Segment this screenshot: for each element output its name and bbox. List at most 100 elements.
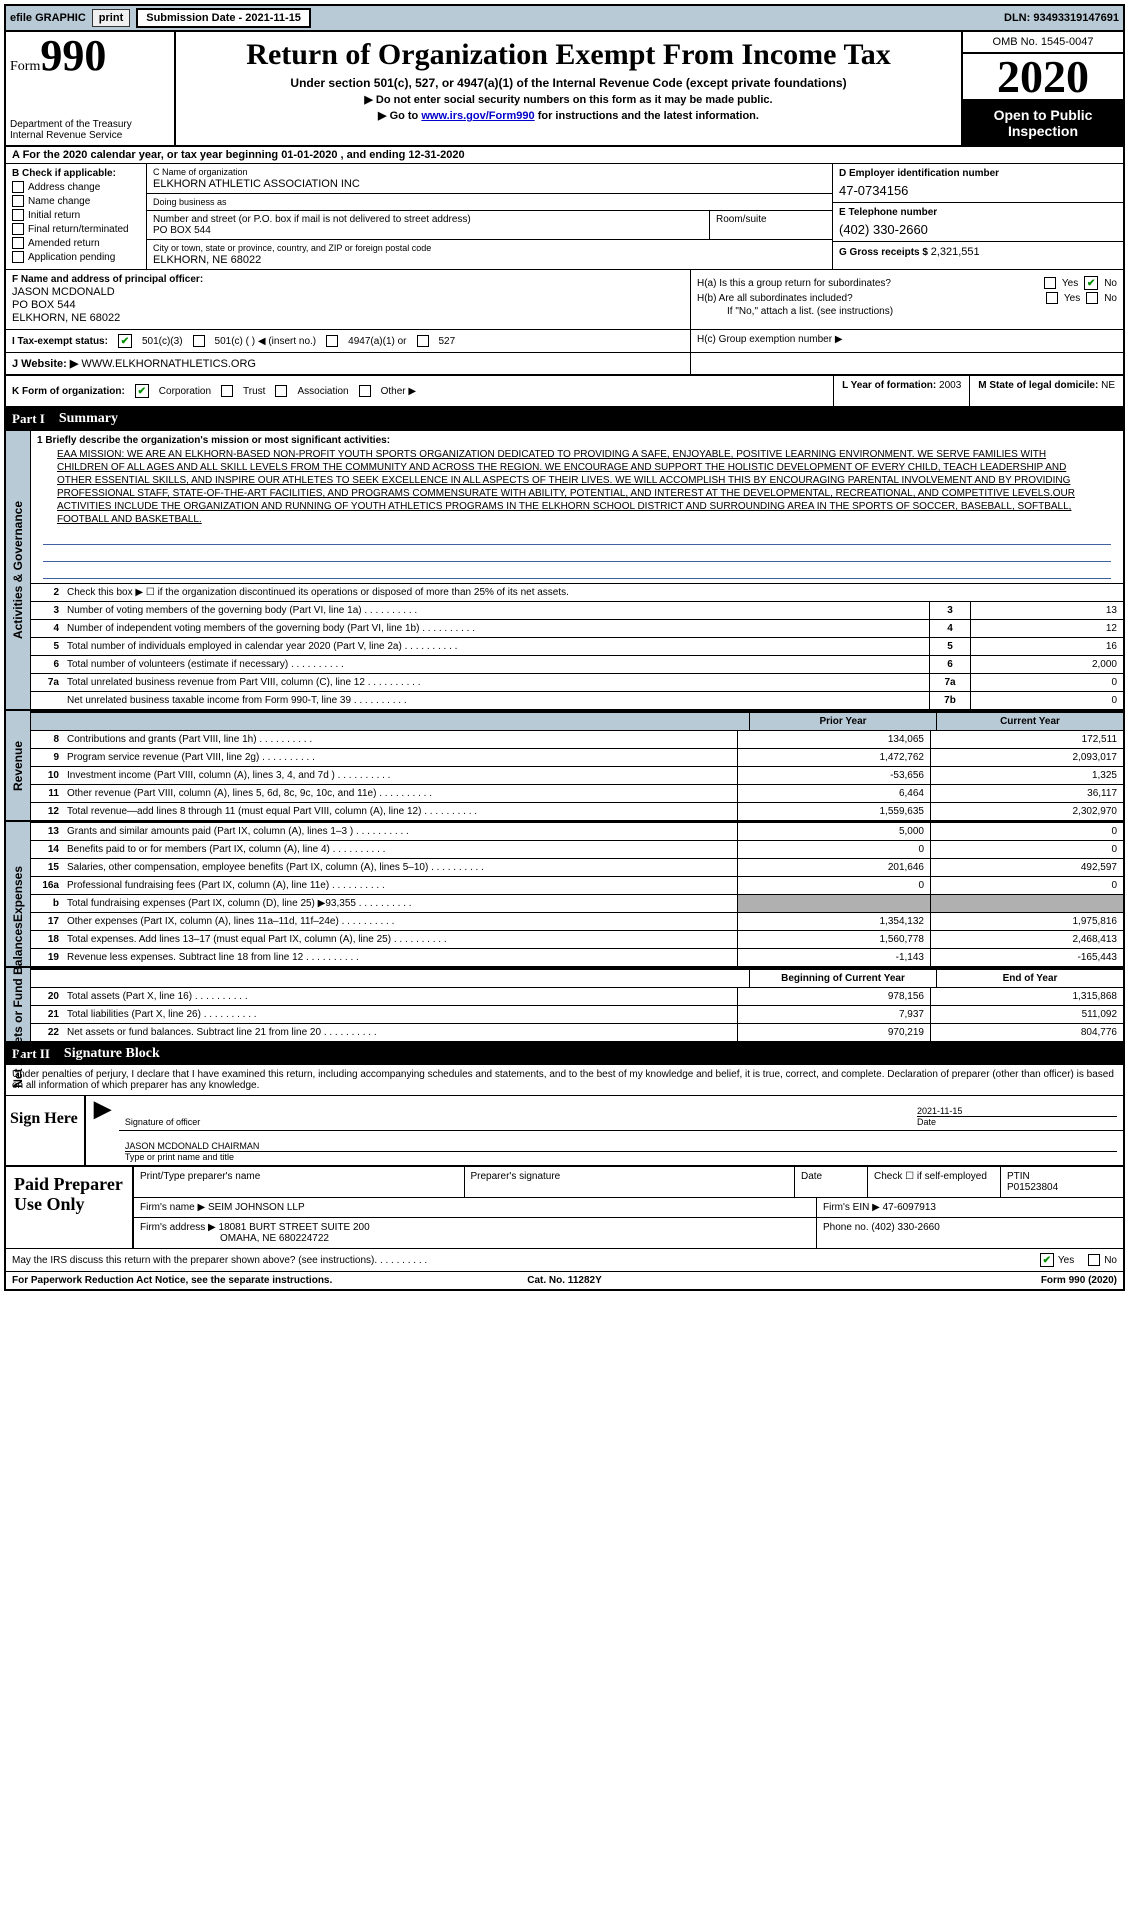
h-block: H(a) Is this a group return for subordin… (690, 270, 1123, 329)
line-box-num: 5 (929, 638, 971, 655)
irs-link[interactable]: www.irs.gov/Form990 (421, 110, 534, 122)
prev-value: 134,065 (737, 731, 930, 748)
header-left: Form990 Department of the Treasury Inter… (6, 32, 176, 145)
hb-no-chk[interactable] (1086, 292, 1098, 304)
ein-label: D Employer identification number (839, 168, 1117, 179)
sig-date-val: 2021-11-15 (917, 1106, 1117, 1117)
phone-value: (402) 330-2660 (871, 1222, 939, 1233)
line-num: 21 (31, 1006, 63, 1023)
form-number: 990 (40, 31, 106, 80)
form-990-logo: Form990 (10, 36, 170, 76)
part-1-header: Part I Summary (6, 408, 1123, 430)
phone-label: Phone no. (823, 1222, 869, 1233)
mission-block: 1 Briefly describe the organization's mi… (31, 431, 1123, 583)
line-num: 14 (31, 841, 63, 858)
chk-pending[interactable] (12, 251, 24, 263)
discuss-row: May the IRS discuss this return with the… (6, 1248, 1123, 1271)
side-tab-revenue: Revenue (6, 711, 31, 820)
line-num: 17 (31, 913, 63, 930)
firm-ein-label: Firm's EIN ▶ (823, 1202, 880, 1213)
ein-cell: D Employer identification number 47-0734… (833, 164, 1123, 203)
chk-final[interactable] (12, 223, 24, 235)
gross-cell: G Gross receipts $ 2,321,551 (833, 242, 1123, 262)
line-18: 18Total expenses. Add lines 13–17 (must … (31, 930, 1123, 948)
line-label: Total fundraising expenses (Part IX, col… (63, 895, 737, 912)
form-990-page: efile GRAPHIC print Submission Date - 20… (4, 4, 1125, 1291)
ha-label: H(a) Is this a group return for subordin… (697, 278, 1038, 289)
line-20: 20Total assets (Part X, line 16) 978,156… (31, 987, 1123, 1005)
line-8: 8Contributions and grants (Part VIII, li… (31, 730, 1123, 748)
net-col-header: Beginning of Current Year End of Year (31, 968, 1123, 987)
lyear-cell: L Year of formation: 2003 (833, 376, 969, 406)
prev-value: 1,559,635 (737, 803, 930, 820)
chk-address[interactable] (12, 181, 24, 193)
chk-name[interactable] (12, 195, 24, 207)
line-box-val: 12 (971, 620, 1123, 637)
sig-line-2: JASON MCDONALD CHAIRMAN Type or print na… (119, 1131, 1123, 1165)
chk-assoc[interactable] (275, 385, 287, 397)
prev-value: 7,937 (737, 1006, 930, 1023)
officer-addr1: PO BOX 544 (12, 299, 684, 311)
street-label: Number and street (or P.O. box if mail i… (153, 214, 703, 225)
line-7a: 7aTotal unrelated business revenue from … (31, 673, 1123, 691)
curr-value: 1,975,816 (930, 913, 1123, 930)
chk-amended[interactable] (12, 237, 24, 249)
prev-value: -53,656 (737, 767, 930, 784)
tel-cell: E Telephone number (402) 330-2660 (833, 203, 1123, 242)
efile-text: efile GRAPHIC (10, 12, 86, 24)
curr-value: 492,597 (930, 859, 1123, 876)
chk-initial[interactable] (12, 209, 24, 221)
officer-row: F Name and address of principal officer:… (6, 270, 1123, 330)
line-box-val: 13 (971, 602, 1123, 619)
arrow-line-1: ▶ Do not enter social security numbers o… (180, 93, 957, 106)
line-16a: 16aProfessional fundraising fees (Part I… (31, 876, 1123, 894)
chk-corp[interactable]: ✔ (135, 384, 149, 398)
lbl-501c: 501(c) ( ) ◀ (insert no.) (215, 336, 317, 347)
line-21: 21Total liabilities (Part X, line 26) 7,… (31, 1005, 1123, 1023)
kform-row: K Form of organization: ✔Corporation Tru… (6, 376, 1123, 408)
discuss-yes-chk[interactable]: ✔ (1040, 1253, 1054, 1267)
line-num: b (31, 895, 63, 912)
line-label: Total expenses. Add lines 13–17 (must eq… (63, 931, 737, 948)
chk-trust[interactable] (221, 385, 233, 397)
line-19: 19Revenue less expenses. Subtract line 1… (31, 948, 1123, 966)
line-6: 6Total number of volunteers (estimate if… (31, 655, 1123, 673)
mstate-value: NE (1101, 380, 1115, 391)
ptin-value: P01523804 (1007, 1182, 1117, 1193)
ha-no-chk[interactable]: ✔ (1084, 276, 1098, 290)
discuss-no-chk[interactable] (1088, 1254, 1100, 1266)
hb-yes-chk[interactable] (1046, 292, 1058, 304)
org-name-cell: C Name of organization ELKHORN ATHLETIC … (147, 164, 832, 194)
chk-501c[interactable] (193, 335, 205, 347)
line-num: 16a (31, 877, 63, 894)
prev-value: 0 (737, 841, 930, 858)
print-button[interactable]: print (92, 9, 130, 27)
line-box-num: 3 (929, 602, 971, 619)
chk-4947[interactable] (326, 335, 338, 347)
chk-527[interactable] (417, 335, 429, 347)
lbl-initial: Initial return (28, 210, 80, 221)
topbar: efile GRAPHIC print Submission Date - 20… (6, 6, 1123, 32)
open-public-2: Inspection (969, 123, 1117, 139)
chk-other[interactable] (359, 385, 371, 397)
form-label: Form (10, 59, 40, 74)
ha-yes-chk[interactable] (1044, 277, 1056, 289)
mstate-label: M State of legal domicile: (978, 380, 1098, 391)
line-num: 18 (31, 931, 63, 948)
expenses-block: Expenses 13Grants and similar amounts pa… (6, 820, 1123, 966)
line-box-val: 0 (971, 692, 1123, 709)
chk-501c3[interactable]: ✔ (118, 334, 132, 348)
org-name-label: C Name of organization (153, 167, 826, 177)
form-subline: Under section 501(c), 527, or 4947(a)(1)… (180, 76, 957, 90)
line-label: Revenue less expenses. Subtract line 18 … (63, 949, 737, 966)
column-c: C Name of organization ELKHORN ATHLETIC … (147, 164, 832, 269)
line-num: 6 (31, 656, 63, 673)
line-num: 3 (31, 602, 63, 619)
line-12: 12Total revenue—add lines 8 through 11 (… (31, 802, 1123, 820)
line-17: 17Other expenses (Part IX, column (A), l… (31, 912, 1123, 930)
line-label: Other revenue (Part VIII, column (A), li… (63, 785, 737, 802)
tax-left: I Tax-exempt status: ✔501(c)(3) 501(c) (… (6, 330, 690, 352)
line-num: 8 (31, 731, 63, 748)
prev-value: 0 (737, 877, 930, 894)
line-box-val: 0 (971, 674, 1123, 691)
